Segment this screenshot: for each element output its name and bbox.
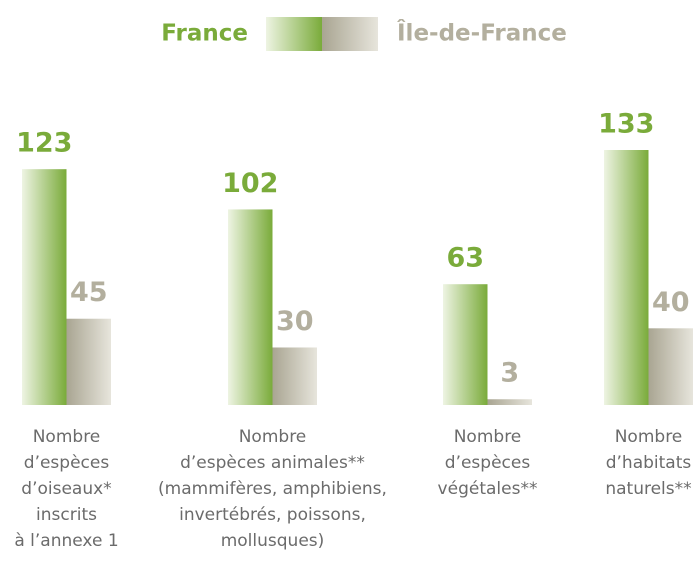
legend-label: Île-de-France — [397, 19, 567, 47]
x-tick-label: Nombre d’espèces d’oiseaux* inscrits à l’ann… — [14, 427, 118, 551]
x-tick-label-line: d’espèces animales** — [180, 453, 365, 473]
x-tick-label: Nombre d’espèces végétales** — [438, 427, 538, 499]
bar — [604, 150, 649, 405]
x-tick-label-line: Nombre — [33, 427, 101, 447]
value-label: 133 — [598, 109, 654, 140]
x-tick-label-line: d’oiseaux* — [21, 479, 111, 499]
value-label: 30 — [276, 306, 314, 337]
x-tick-label: Nombre d’habitats naturels** — [605, 427, 691, 499]
value-label: 123 — [16, 128, 72, 159]
x-tick-label-line: d’habitats — [606, 453, 692, 473]
value-label: 45 — [70, 277, 108, 308]
x-tick-label: Nombre d’espèces animales** (mammifères, a… — [158, 427, 387, 551]
x-tick-label-line: (mammifères, amphibiens, — [158, 479, 387, 499]
x-tick-label-line: d’espèces — [445, 453, 531, 473]
bar — [272, 347, 317, 405]
x-tick-label-line: Nombre — [239, 427, 307, 447]
legend-label: France — [161, 21, 248, 47]
bar — [443, 284, 488, 405]
x-tick-label-line: mollusques) — [221, 531, 325, 551]
bar — [487, 399, 532, 405]
legend-swatch — [322, 17, 378, 51]
x-tick-label-line: Nombre — [454, 427, 522, 447]
bar — [228, 209, 273, 405]
bar — [22, 169, 67, 405]
x-tick-label-line: inscrits — [36, 505, 97, 525]
value-label: 63 — [446, 243, 484, 274]
x-tick-label-line: naturels** — [605, 479, 691, 499]
bar — [66, 318, 111, 405]
x-tick-label-line: végétales** — [438, 479, 538, 499]
value-label: 40 — [652, 287, 690, 318]
x-tick-label-line: d’espèces — [24, 453, 110, 473]
legend-swatch — [266, 17, 322, 51]
x-tick-label-line: à l’annexe 1 — [14, 531, 118, 551]
value-label: 102 — [222, 168, 278, 199]
bar — [648, 328, 693, 405]
value-label: 3 — [500, 358, 519, 389]
x-tick-label-line: Nombre — [615, 427, 683, 447]
x-tick-label-line: invertébrés, poissons, — [179, 505, 366, 525]
